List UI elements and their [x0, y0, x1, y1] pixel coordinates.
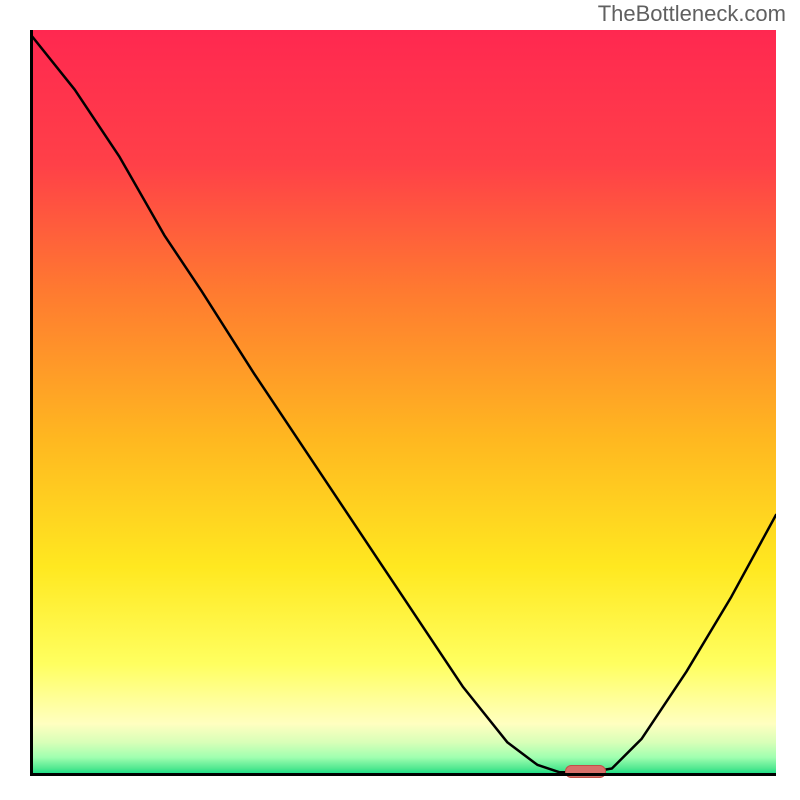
chart-container: TheBottleneck.com — [0, 0, 800, 800]
plot-area — [30, 30, 776, 776]
axes-frame — [30, 30, 776, 776]
watermark-text: TheBottleneck.com — [598, 1, 786, 27]
